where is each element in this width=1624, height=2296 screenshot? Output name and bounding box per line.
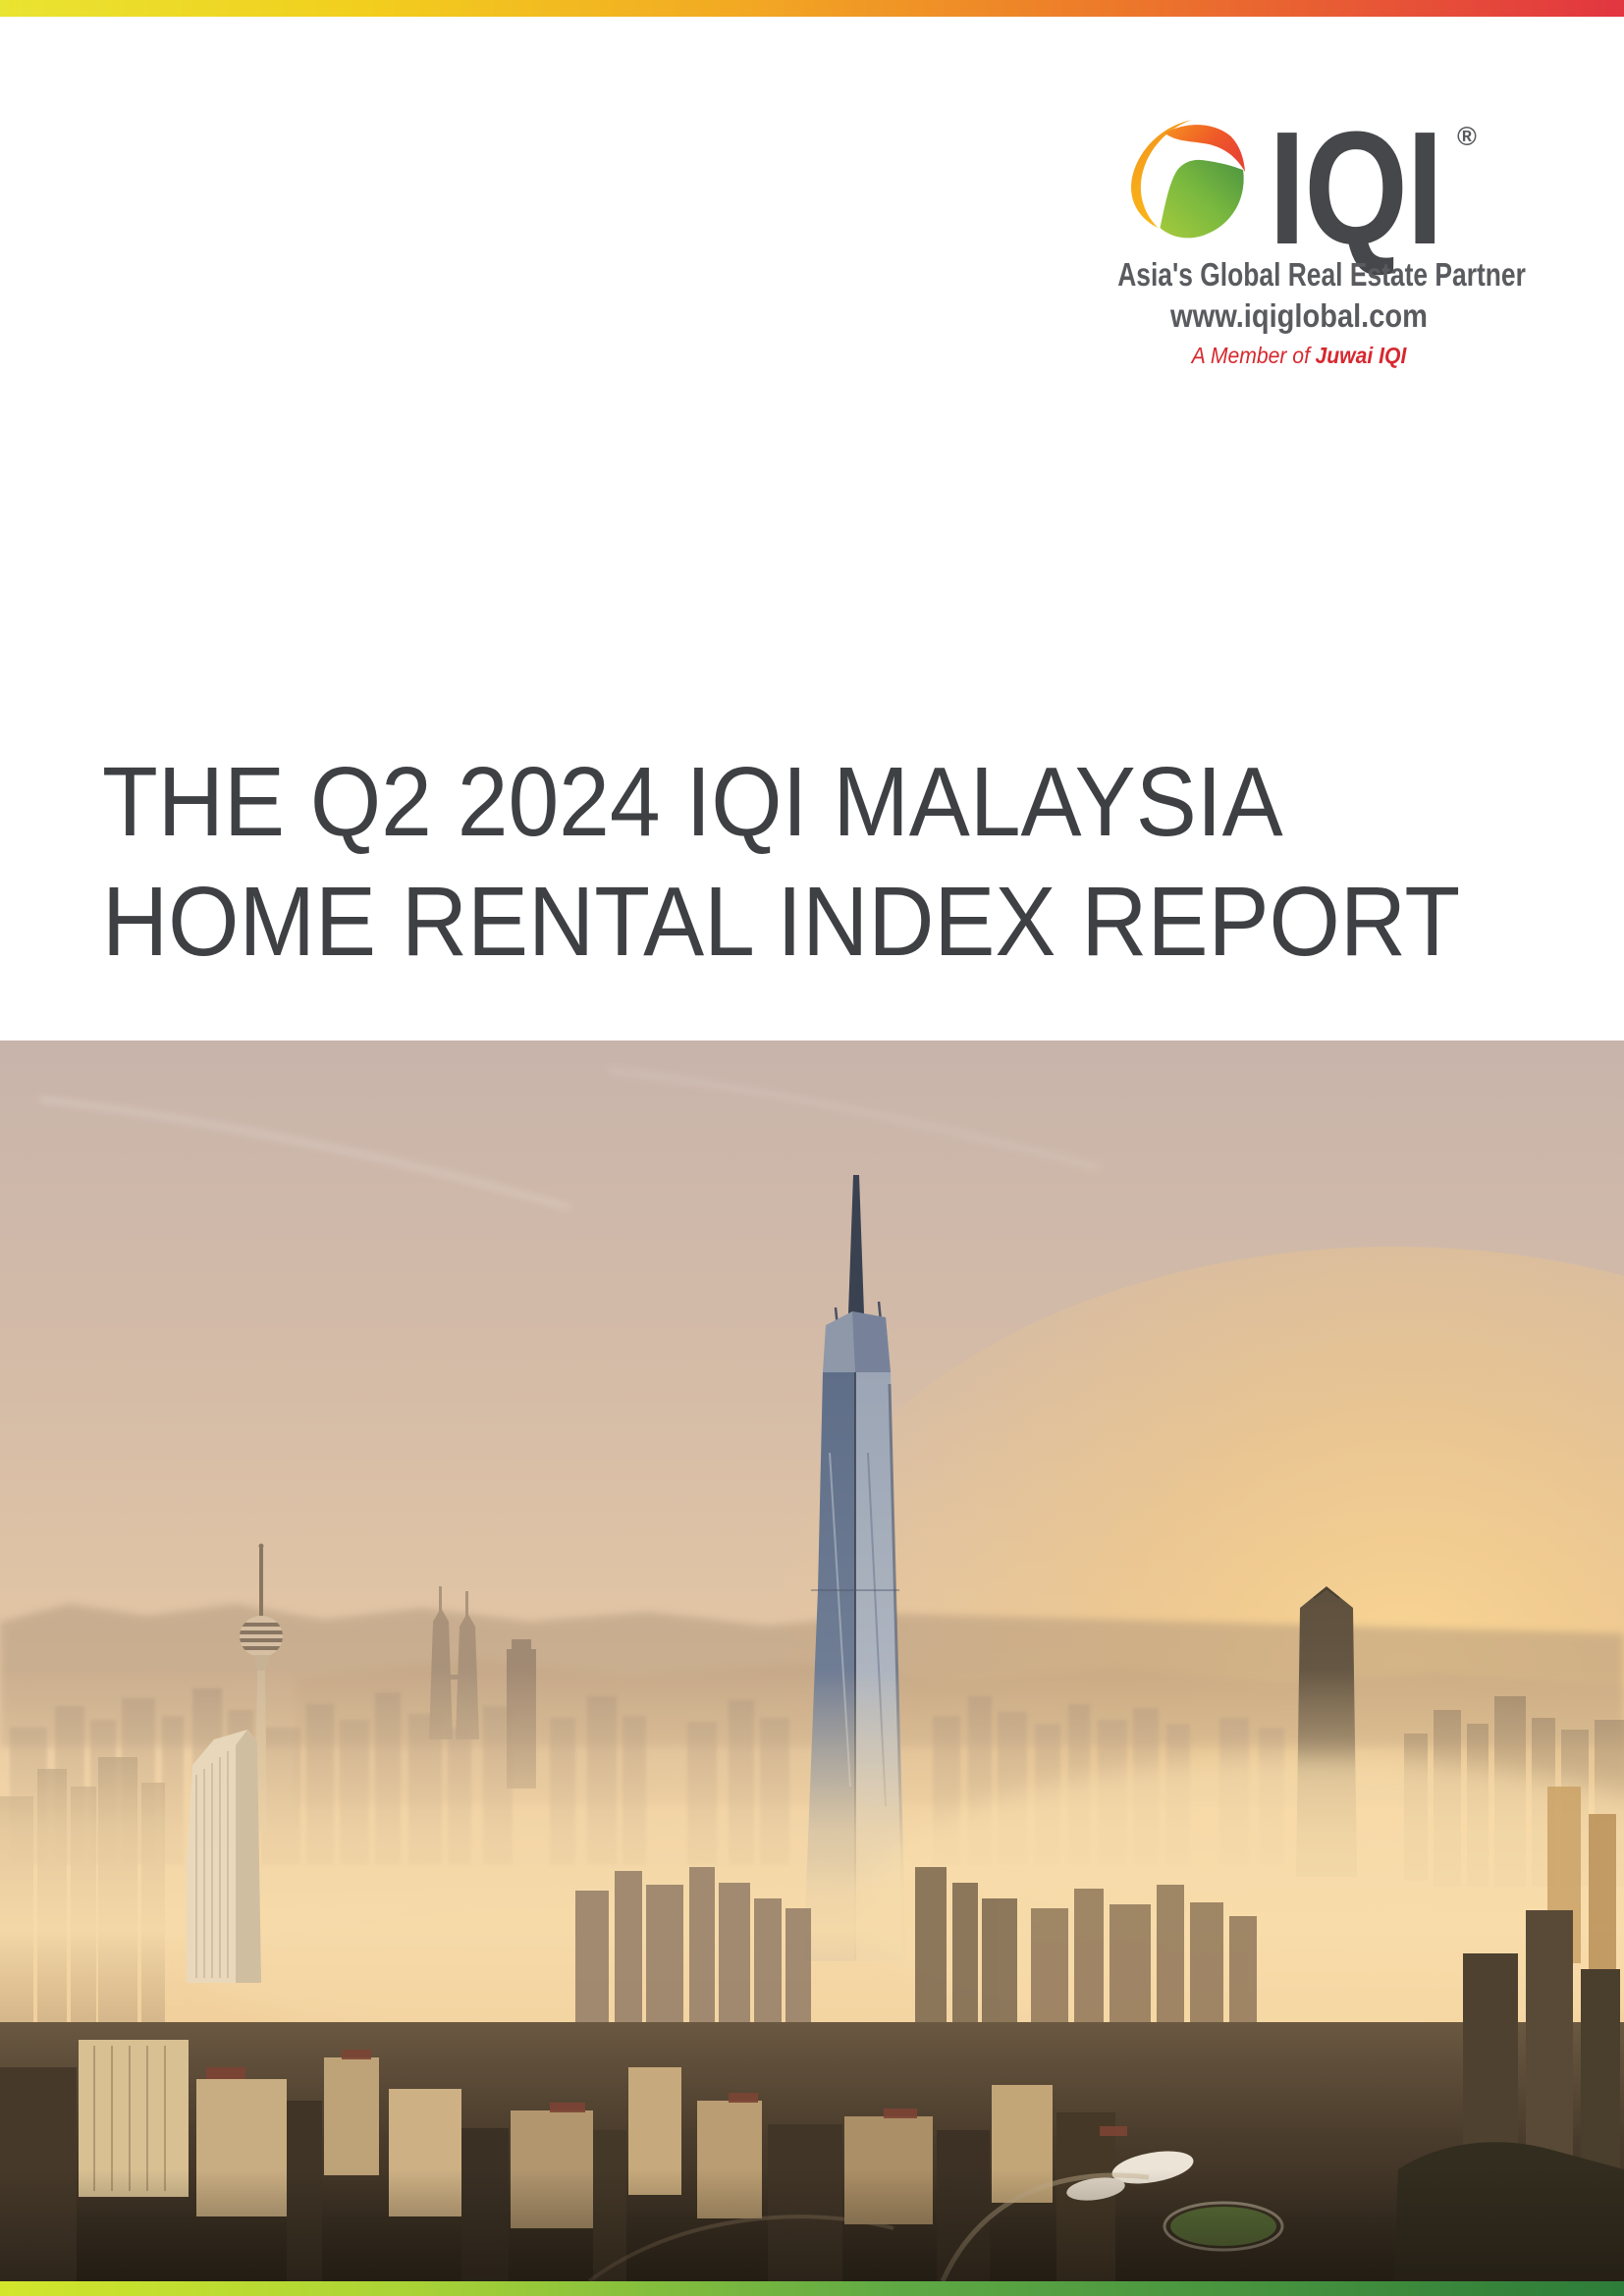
membership-line: A Member of Juwai IQI [1090, 343, 1507, 369]
iqi-logo-row: IQI ® [1072, 108, 1526, 269]
iqi-globe-icon [1131, 120, 1246, 239]
cover-title-line2: HOME RENTAL INDEX REPORT [102, 867, 1461, 977]
registered-trademark-symbol: ® [1457, 122, 1477, 151]
membership-prefix: A Member of [1191, 343, 1310, 368]
bottom-accent-bar [0, 2281, 1624, 2296]
brand-website: www.iqiglobal.com [1170, 297, 1428, 334]
brand-wordmark-wrap: IQI [1269, 108, 1455, 275]
brand-wordmark: IQI [1269, 98, 1443, 278]
cover-title: THE Q2 2024 IQI MALAYSIA HOME RENTAL IND… [102, 742, 1460, 982]
cover-title-line1: THE Q2 2024 IQI MALAYSIA [102, 747, 1283, 857]
top-accent-bar [0, 0, 1624, 17]
iqi-logo-block: IQI ® Asia's Global Real Estate Partner … [1072, 108, 1526, 369]
membership-brand: Juwai IQI [1315, 343, 1407, 368]
cover-photo-kl-skyline [0, 1041, 1624, 2281]
brand-tagline: Asia's Global Real Estate Partner [1117, 256, 1526, 293]
